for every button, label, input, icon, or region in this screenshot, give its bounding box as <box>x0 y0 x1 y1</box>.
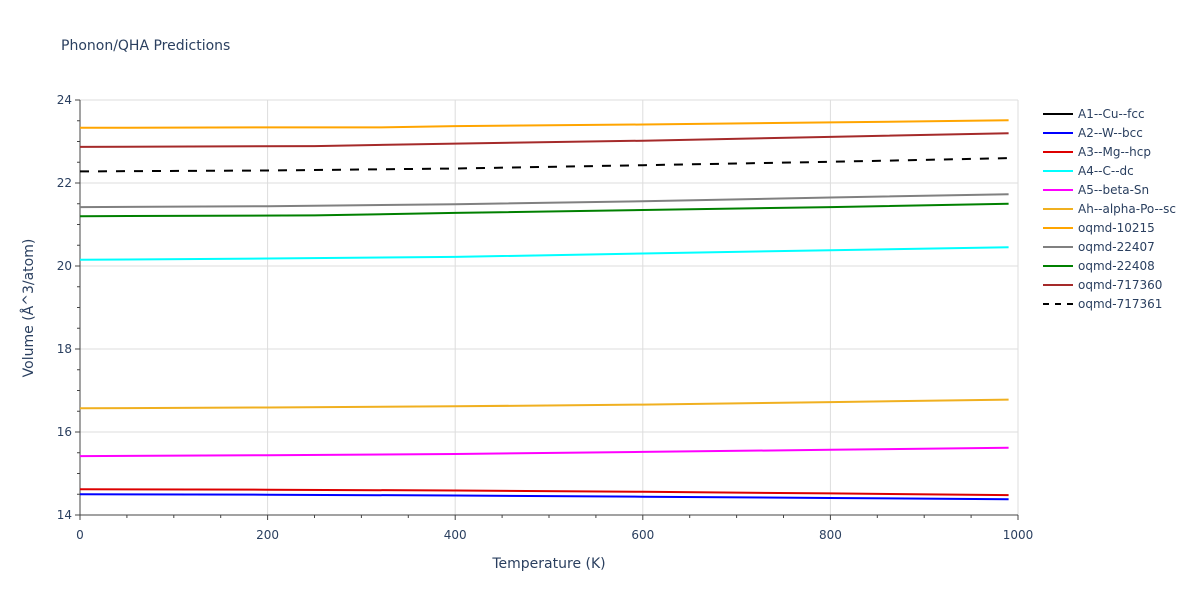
legend-item[interactable]: A5--beta-Sn <box>1043 183 1149 197</box>
legend-label: A4--C--dc <box>1078 164 1134 178</box>
legend-item[interactable]: A3--Mg--hcp <box>1043 145 1151 159</box>
legend-item[interactable]: A1--Cu--fcc <box>1043 107 1145 121</box>
legend-item[interactable]: oqmd-22408 <box>1043 259 1155 273</box>
legend-item[interactable]: oqmd-22407 <box>1043 240 1155 254</box>
series-line-oqmd-717361 <box>79 157 1009 173</box>
series-line-Ah--alpha-Po--sc <box>79 398 1009 410</box>
legend-label: A2--W--bcc <box>1078 126 1143 140</box>
y-tick-label: 24 <box>57 93 72 107</box>
x-tick-label: 0 <box>76 528 84 542</box>
x-axis-title: Temperature (K) <box>491 556 605 572</box>
legend-label: oqmd-717360 <box>1078 278 1162 292</box>
legend-item[interactable]: oqmd-717361 <box>1043 297 1162 311</box>
plot-lines <box>79 119 1009 501</box>
legend-label: Ah--alpha-Po--sc <box>1078 202 1176 216</box>
tick-labels: 0 200 400 600 800 1000 14 16 18 20 22 24 <box>57 93 1034 542</box>
x-tick-label: 1000 <box>1003 528 1034 542</box>
legend-item[interactable]: oqmd-10215 <box>1043 221 1155 235</box>
y-tick-label: 20 <box>57 259 72 273</box>
series-line-A4--C--dc <box>79 246 1009 261</box>
legend-item[interactable]: A4--C--dc <box>1043 164 1134 178</box>
series-line-oqmd-22407 <box>79 193 1009 209</box>
legend-label: A3--Mg--hcp <box>1078 145 1151 159</box>
legend-label: A5--beta-Sn <box>1078 183 1149 197</box>
legend-item[interactable]: oqmd-717360 <box>1043 278 1162 292</box>
chart-title: Phonon/QHA Predictions <box>61 38 230 54</box>
legend-label: A1--Cu--fcc <box>1078 107 1145 121</box>
series-line-A5--beta-Sn <box>79 446 1009 458</box>
x-tick-label: 800 <box>819 528 842 542</box>
x-tick-label: 200 <box>256 528 279 542</box>
legend-label: oqmd-22407 <box>1078 240 1155 254</box>
y-axis-title: Volume (Å^3/atom) <box>20 239 37 378</box>
axes <box>75 99 1019 520</box>
legend-item[interactable]: Ah--alpha-Po--sc <box>1043 202 1176 216</box>
y-tick-label: 18 <box>57 342 72 356</box>
legend-label: oqmd-717361 <box>1078 297 1162 311</box>
y-tick-label: 14 <box>57 508 72 522</box>
legend[interactable]: A1--Cu--fcc A2--W--bcc A3--Mg--hcp A4--C--d… <box>1043 107 1176 311</box>
y-tick-label: 16 <box>57 425 72 439</box>
legend-label: oqmd-22408 <box>1078 259 1155 273</box>
series-line-oqmd-22408 <box>79 202 1009 218</box>
series-line-oqmd-717360 <box>79 132 1009 148</box>
x-tick-label: 400 <box>444 528 467 542</box>
y-tick-label: 22 <box>57 176 72 190</box>
series-line-oqmd-10215 <box>79 119 1009 129</box>
series-line-A3--Mg--hcp <box>79 488 1009 497</box>
legend-item[interactable]: A2--W--bcc <box>1043 126 1143 140</box>
x-tick-label: 600 <box>631 528 654 542</box>
legend-label: oqmd-10215 <box>1078 221 1155 235</box>
series-line-A2--W--bcc <box>79 493 1009 501</box>
